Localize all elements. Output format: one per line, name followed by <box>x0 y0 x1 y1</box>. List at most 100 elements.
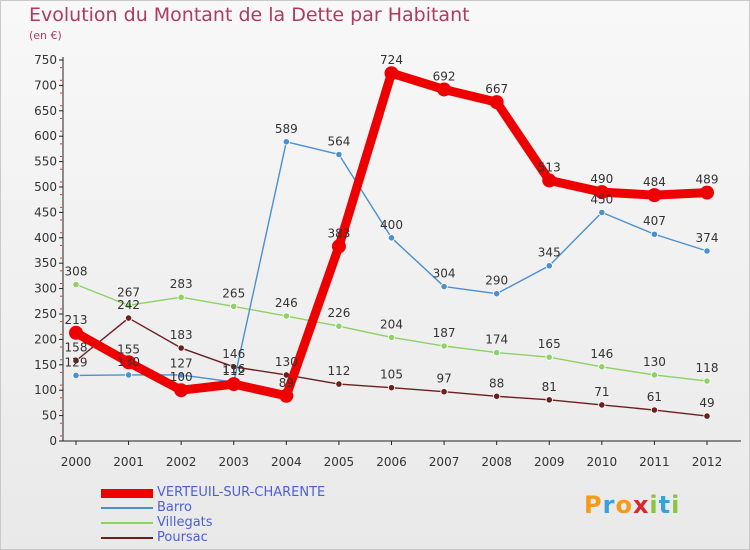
data-label: 146 <box>222 347 245 361</box>
data-point <box>598 363 606 371</box>
data-point <box>335 150 343 159</box>
y-tick-label: 0 <box>49 434 57 448</box>
data-point <box>650 406 659 414</box>
data-label: 81 <box>542 380 557 394</box>
y-tick-label: 750 <box>34 53 57 67</box>
y-tick-label: 400 <box>34 231 57 245</box>
x-tick-label: 2005 <box>324 455 355 469</box>
logo-letter: t <box>658 491 672 519</box>
data-label: 130 <box>275 355 298 369</box>
y-tick-label: 300 <box>34 282 57 296</box>
data-label: 667 <box>485 82 508 96</box>
legend-label: VERTEUIL-SUR-CHARENTE <box>157 485 326 500</box>
x-tick-label: 2012 <box>692 455 723 469</box>
data-label: 308 <box>65 265 88 279</box>
data-point <box>72 357 80 365</box>
x-tick-label: 2000 <box>61 455 92 469</box>
x-tick-label: 2011 <box>639 455 670 469</box>
x-tick-label: 2007 <box>429 455 460 469</box>
data-point <box>545 396 553 404</box>
data-point <box>331 239 346 254</box>
data-point <box>542 173 557 188</box>
data-label: 129 <box>65 355 88 369</box>
data-point <box>177 293 185 301</box>
data-label: 246 <box>275 296 298 310</box>
data-point <box>703 247 711 255</box>
data-point <box>440 388 448 396</box>
x-tick-label: 2004 <box>271 455 302 469</box>
data-label: 489 <box>696 173 719 187</box>
data-label: 116 <box>222 362 245 376</box>
logo-letter: r <box>602 491 616 519</box>
data-label: 112 <box>222 364 245 378</box>
logo-letter: x <box>632 491 650 519</box>
data-label: 374 <box>696 231 719 245</box>
data-point <box>545 353 553 361</box>
data-point <box>124 301 133 309</box>
data-label: 242 <box>117 298 140 312</box>
data-point <box>387 234 396 242</box>
logo-letter: P <box>584 491 603 519</box>
data-label: 49 <box>699 396 714 410</box>
data-point <box>598 208 606 216</box>
data-point <box>703 412 711 420</box>
data-label: 267 <box>117 285 140 299</box>
data-label: 345 <box>538 246 561 260</box>
legend-label: Barro <box>157 500 193 515</box>
x-tick-label: 2001 <box>113 455 144 469</box>
data-point <box>489 95 504 110</box>
y-tick-label: 600 <box>34 129 57 143</box>
data-point <box>124 314 133 322</box>
data-point <box>384 66 399 81</box>
data-point <box>650 230 659 238</box>
y-tick-label: 650 <box>34 104 57 118</box>
data-label: 187 <box>433 326 456 340</box>
data-point <box>493 290 501 298</box>
x-tick-label: 2006 <box>376 455 407 469</box>
data-point <box>598 401 606 409</box>
x-tick-label: 2002 <box>166 455 197 469</box>
data-label: 130 <box>117 355 140 369</box>
y-tick-label: 450 <box>34 205 57 219</box>
data-label: 112 <box>327 364 350 378</box>
data-label: 118 <box>696 361 719 375</box>
data-label: 165 <box>538 337 561 351</box>
data-point <box>387 384 396 392</box>
x-tick-label: 2003 <box>218 455 249 469</box>
data-label: 127 <box>170 356 193 370</box>
logo-letter: o <box>615 491 633 519</box>
data-label: 204 <box>380 317 403 331</box>
data-point <box>440 282 448 291</box>
data-label: 484 <box>643 175 666 189</box>
data-label: 183 <box>170 328 193 342</box>
data-point <box>230 302 238 310</box>
data-point <box>121 355 136 370</box>
data-label: 513 <box>538 160 561 174</box>
x-tick-label: 2008 <box>481 455 512 469</box>
data-point <box>226 377 241 392</box>
y-tick-label: 50 <box>42 409 57 423</box>
data-point <box>335 322 343 330</box>
data-label: 407 <box>643 214 666 228</box>
data-label: 304 <box>433 267 456 281</box>
data-label: 155 <box>117 342 140 356</box>
data-label: 130 <box>643 355 666 369</box>
y-tick-label: 100 <box>34 383 57 397</box>
data-point <box>545 262 553 270</box>
data-point <box>335 380 343 388</box>
data-point <box>440 342 448 350</box>
data-label: 724 <box>380 53 403 67</box>
data-point <box>437 82 452 97</box>
legend-swatch <box>101 507 153 509</box>
data-label: 71 <box>594 385 609 399</box>
data-label: 226 <box>327 306 350 320</box>
data-point <box>703 377 711 385</box>
data-point <box>647 188 662 203</box>
data-point <box>72 280 80 289</box>
data-label: 88 <box>489 376 504 390</box>
data-label: 692 <box>433 69 456 83</box>
legend-label: Villegats <box>157 515 213 530</box>
data-point <box>177 344 185 352</box>
